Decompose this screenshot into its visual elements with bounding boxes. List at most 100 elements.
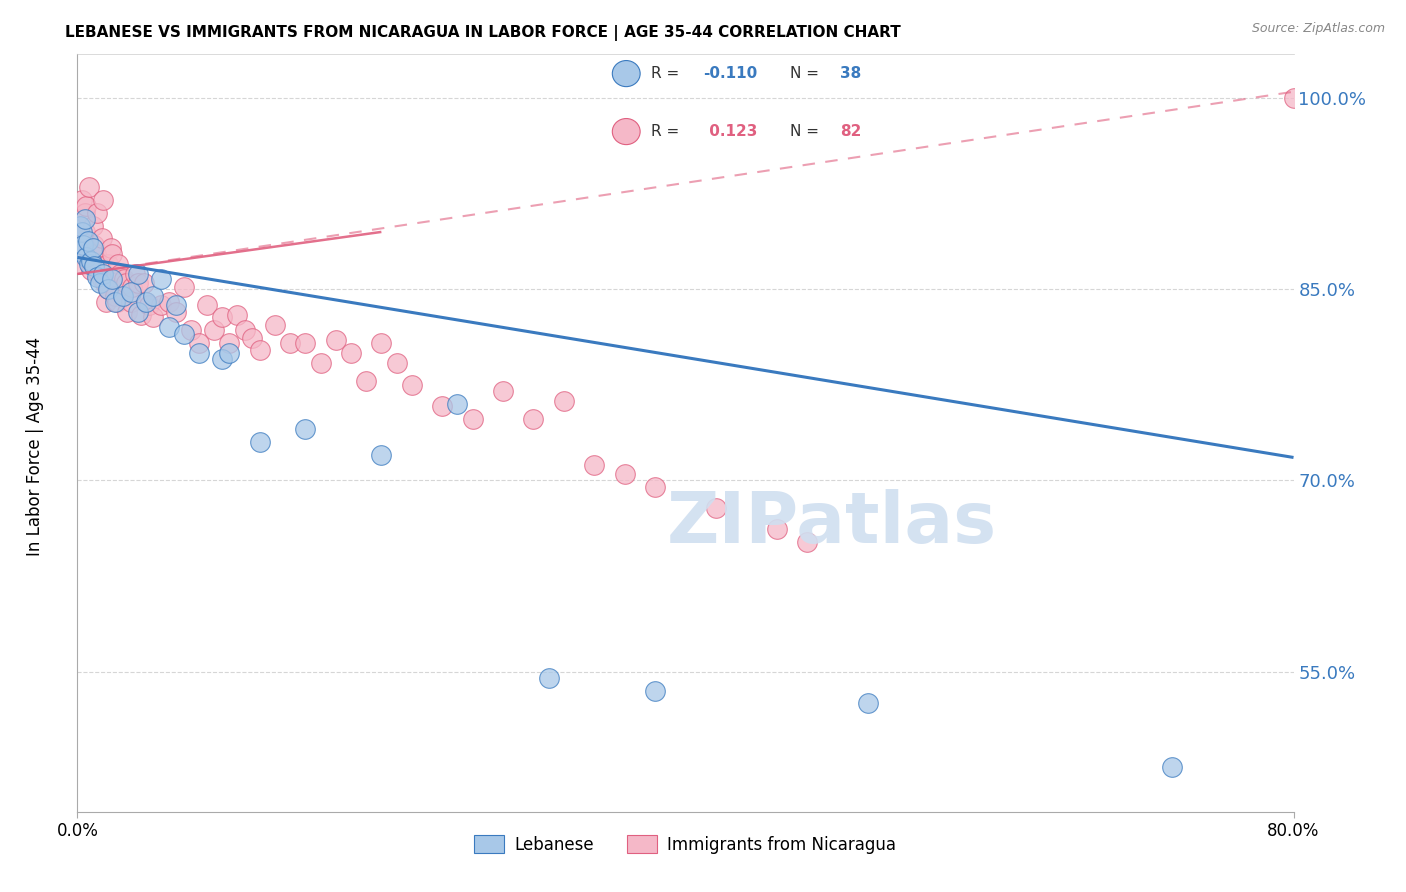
Point [97, 282, 120, 296]
Point [644, 683, 666, 698]
Point [1282, 91, 1305, 105]
Point [70, 193, 93, 207]
Point [86, 269, 108, 284]
Point [80, 254, 103, 268]
Point [134, 276, 156, 290]
Point [127, 267, 149, 281]
Point [83, 260, 105, 274]
Point [103, 272, 125, 286]
Point [77, 234, 100, 248]
Point [79, 180, 101, 194]
Point [90, 272, 112, 286]
Point [135, 295, 157, 310]
Point [173, 326, 195, 341]
Text: 38: 38 [839, 66, 860, 81]
Point [69, 219, 91, 233]
Point [430, 400, 453, 414]
Text: R =: R = [651, 66, 685, 81]
Point [93, 276, 115, 290]
Point [67, 257, 90, 271]
Point [84, 246, 107, 260]
Text: In Labor Force | Age 35-44: In Labor Force | Age 35-44 [27, 336, 44, 556]
Point [72, 212, 94, 227]
Point [165, 297, 187, 311]
Point [120, 285, 142, 299]
Point [188, 335, 211, 350]
Point [73, 212, 96, 227]
Text: N =: N = [790, 66, 824, 81]
Point [149, 272, 172, 286]
Point [124, 267, 146, 281]
Point [354, 374, 377, 388]
Point [129, 308, 152, 322]
Point [249, 435, 271, 450]
Point [127, 305, 149, 319]
Point [79, 257, 101, 271]
Point [83, 237, 105, 252]
Point [73, 225, 96, 239]
Point [104, 295, 127, 310]
Point [114, 272, 136, 286]
Point [97, 257, 120, 271]
Text: R =: R = [651, 124, 685, 139]
Point [796, 534, 818, 549]
Text: LEBANESE VS IMMIGRANTS FROM NICARAGUA IN LABOR FORCE | AGE 35-44 CORRELATION CHA: LEBANESE VS IMMIGRANTS FROM NICARAGUA IN… [65, 25, 901, 41]
Point [446, 397, 468, 411]
Point [856, 697, 879, 711]
Point [91, 267, 114, 281]
Circle shape [613, 119, 640, 145]
Point [370, 448, 392, 462]
Point [294, 422, 316, 436]
Point [240, 331, 263, 345]
Point [101, 246, 124, 260]
Point [142, 310, 165, 325]
Point [101, 272, 124, 286]
Point [70, 244, 93, 258]
Point [195, 297, 218, 311]
Point [121, 279, 143, 293]
Point [77, 251, 100, 265]
Point [157, 320, 180, 334]
Point [107, 257, 129, 271]
Point [211, 310, 233, 325]
Point [1161, 760, 1184, 774]
Point [294, 335, 316, 350]
Point [553, 394, 575, 409]
Point [370, 335, 392, 350]
Point [73, 206, 96, 220]
Point [75, 251, 97, 265]
Point [117, 305, 139, 319]
Point [97, 282, 120, 296]
Point [211, 352, 233, 367]
Text: -0.110: -0.110 [703, 66, 758, 81]
Point [142, 288, 165, 302]
Point [537, 671, 560, 685]
Point [90, 231, 112, 245]
Point [87, 267, 110, 281]
Point [69, 219, 91, 233]
Point [385, 356, 408, 370]
Point [89, 276, 111, 290]
Point [226, 308, 249, 322]
Point [264, 318, 287, 332]
Point [82, 242, 104, 256]
Point [704, 501, 727, 516]
Point [173, 279, 195, 293]
Point [80, 263, 103, 277]
Point [218, 346, 240, 360]
Point [340, 346, 363, 360]
Point [180, 323, 202, 337]
Point [111, 288, 134, 302]
Point [120, 295, 142, 310]
Point [127, 276, 149, 290]
Point [249, 343, 271, 358]
Point [492, 384, 515, 399]
Point [149, 297, 172, 311]
Point [111, 288, 134, 302]
Point [135, 295, 157, 310]
Point [96, 295, 118, 310]
Point [75, 199, 97, 213]
Point [108, 267, 131, 281]
Point [765, 522, 787, 536]
Point [86, 206, 108, 220]
